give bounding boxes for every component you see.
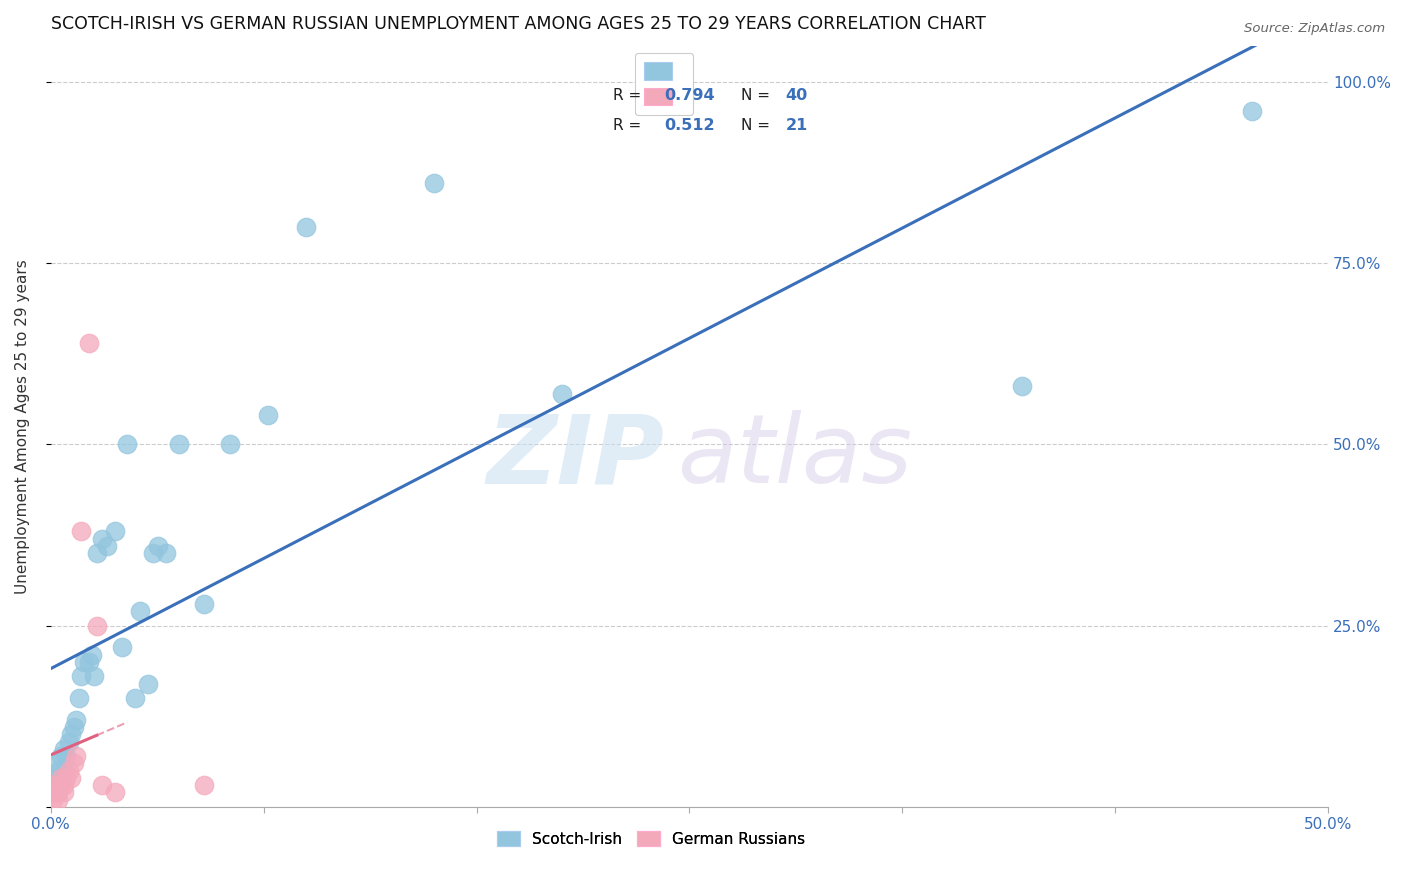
Point	[218, 437, 240, 451]
Point	[193, 778, 215, 792]
Point	[45, 778, 67, 792]
Point	[45, 785, 67, 799]
Point	[423, 177, 446, 191]
Point	[48, 764, 70, 778]
Text: N =: N =	[741, 118, 775, 133]
Point	[90, 532, 112, 546]
Point	[117, 437, 139, 451]
Point	[58, 735, 80, 749]
Point	[96, 539, 118, 553]
Point	[55, 771, 77, 785]
Text: 0.794: 0.794	[664, 87, 714, 103]
Point	[295, 219, 318, 234]
Point	[77, 335, 100, 350]
Text: R =: R =	[613, 118, 645, 133]
Point	[551, 386, 574, 401]
Point	[49, 771, 72, 785]
Point	[65, 749, 87, 764]
Point	[49, 749, 72, 764]
Point	[42, 793, 65, 807]
Text: R =: R =	[613, 87, 645, 103]
Point	[65, 713, 87, 727]
Point	[67, 691, 90, 706]
Point	[136, 677, 159, 691]
Point	[48, 785, 70, 799]
Point	[55, 749, 77, 764]
Point	[60, 771, 83, 785]
Point	[42, 785, 65, 799]
Point	[73, 655, 96, 669]
Point	[124, 691, 146, 706]
Legend: Scotch-Irish, German Russians: Scotch-Irish, German Russians	[491, 824, 811, 853]
Point	[52, 742, 75, 756]
Point	[52, 778, 75, 792]
Point	[60, 727, 83, 741]
Point	[49, 778, 72, 792]
Point	[111, 640, 134, 655]
Point	[45, 778, 67, 792]
Text: ZIP: ZIP	[486, 410, 664, 503]
Point	[90, 778, 112, 792]
Y-axis label: Unemployment Among Ages 25 to 29 years: Unemployment Among Ages 25 to 29 years	[15, 259, 30, 594]
Point	[63, 720, 86, 734]
Point	[70, 524, 93, 539]
Point	[52, 764, 75, 778]
Point	[80, 648, 103, 662]
Point	[257, 409, 280, 423]
Point	[70, 669, 93, 683]
Text: 0.512: 0.512	[664, 118, 714, 133]
Text: SCOTCH-IRISH VS GERMAN RUSSIAN UNEMPLOYMENT AMONG AGES 25 TO 29 YEARS CORRELATIO: SCOTCH-IRISH VS GERMAN RUSSIAN UNEMPLOYM…	[51, 15, 986, 33]
Point	[58, 764, 80, 778]
Point	[83, 669, 105, 683]
Point	[48, 756, 70, 771]
Point	[193, 597, 215, 611]
Point	[49, 771, 72, 785]
Text: 40: 40	[786, 87, 807, 103]
Point	[104, 524, 127, 539]
Text: 21: 21	[786, 118, 807, 133]
Point	[86, 618, 108, 632]
Point	[52, 785, 75, 799]
Point	[42, 771, 65, 785]
Point	[86, 546, 108, 560]
Point	[48, 793, 70, 807]
Point	[63, 756, 86, 771]
Point	[155, 546, 177, 560]
Point	[1011, 379, 1033, 393]
Point	[77, 655, 100, 669]
Text: Source: ZipAtlas.com: Source: ZipAtlas.com	[1244, 22, 1385, 36]
Point	[142, 546, 165, 560]
Point	[146, 539, 169, 553]
Point	[1240, 103, 1263, 118]
Text: N =: N =	[741, 87, 775, 103]
Point	[167, 437, 190, 451]
Point	[104, 785, 127, 799]
Text: atlas: atlas	[676, 410, 911, 503]
Point	[129, 604, 152, 618]
